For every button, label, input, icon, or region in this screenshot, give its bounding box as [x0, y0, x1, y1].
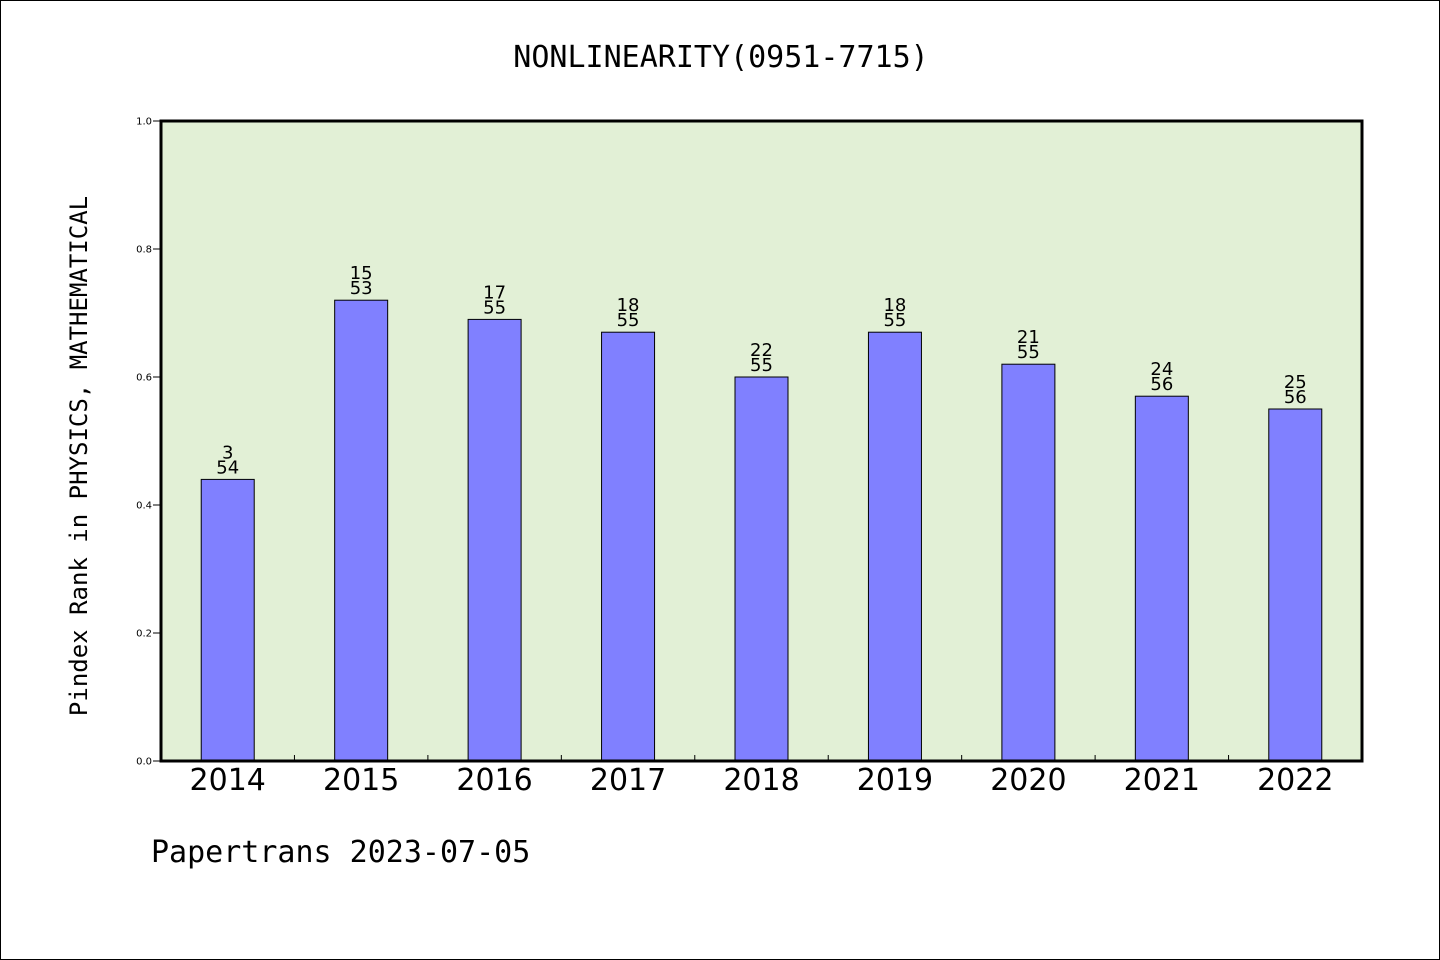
- bar-2019: [867, 331, 922, 762]
- bar-total-label-2020: 55: [1017, 342, 1040, 363]
- bar-rank-label-2016: 17: [483, 282, 506, 303]
- x-axis: 2014 2015 2016 2017 2018 2019 2020 2021 2022: [190, 755, 1333, 798]
- x-tick-label-2015: 2015: [323, 763, 399, 798]
- bar-2017: [601, 331, 656, 762]
- chart-title: NONLINEARITY(0951-7715): [513, 40, 928, 75]
- x-tick-label-2020: 2020: [990, 763, 1066, 798]
- plot-border: [159, 119, 1364, 763]
- bar-rank-label-2014: 3: [222, 442, 233, 463]
- bar-rank-label-2015: 15: [350, 263, 373, 284]
- y-tick-label-1.0: 1.0: [136, 117, 152, 128]
- y-axis: 0.0 0.2 0.4 0.6 0.8 1.0: [136, 117, 161, 768]
- bar-rank-label-2019: 18: [883, 295, 906, 316]
- bar-rank-label-2022: 25: [1284, 372, 1307, 393]
- footer-source-date: Papertrans 2023-07-05: [151, 835, 531, 870]
- x-tick-label-2016: 2016: [456, 763, 532, 798]
- bar-rank-label-2020: 21: [1017, 327, 1040, 348]
- bar-2022: [1268, 408, 1323, 762]
- bar-total-label-2021: 56: [1150, 374, 1173, 395]
- bar-rank-label-2017: 18: [617, 295, 640, 316]
- x-tick-label-2021: 2021: [1124, 763, 1200, 798]
- x-tick-label-2014: 2014: [190, 763, 266, 798]
- y-tick-label-0.6: 0.6: [136, 373, 152, 384]
- y-tick-label-0.0: 0.0: [136, 757, 152, 768]
- bar-2018: [734, 376, 789, 762]
- bar-2014: [200, 478, 255, 762]
- bar-total-label-2017: 55: [617, 310, 640, 331]
- x-tick-label-2022: 2022: [1257, 763, 1333, 798]
- bar-2016: [467, 318, 522, 762]
- y-tick-label-0.4: 0.4: [136, 501, 152, 512]
- bar-rank-label-2018: 22: [750, 340, 773, 361]
- bar-2021: [1134, 395, 1189, 762]
- bar-rank-label-2021: 24: [1150, 359, 1173, 380]
- y-tick-label-0.2: 0.2: [136, 629, 152, 640]
- bar-total-label-2019: 55: [883, 310, 906, 331]
- bar-2020: [1001, 363, 1056, 762]
- x-tick-label-2019: 2019: [857, 763, 933, 798]
- bar-2015: [334, 299, 389, 762]
- bar-total-label-2022: 56: [1284, 387, 1307, 408]
- bar-total-label-2014: 54: [216, 457, 239, 478]
- y-axis-label: Pindex Rank in PHYSICS, MATHEMATICAL: [65, 196, 93, 716]
- bar-total-label-2015: 53: [350, 278, 373, 299]
- x-tick-label-2017: 2017: [590, 763, 666, 798]
- bars-layer: [200, 299, 1323, 762]
- bar-total-label-2018: 55: [750, 355, 773, 376]
- y-tick-label-0.8: 0.8: [136, 245, 152, 256]
- x-tick-label-2018: 2018: [723, 763, 799, 798]
- bar-total-label-2016: 55: [483, 297, 506, 318]
